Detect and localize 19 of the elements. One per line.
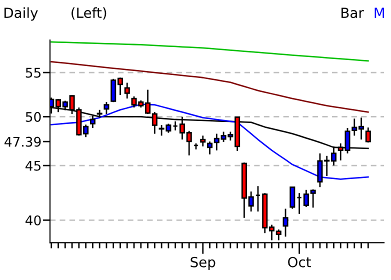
text: M — [374, 8, 384, 18]
candlestick — [290, 186, 296, 210]
candlestick — [200, 134, 206, 148]
line-series — [50, 41, 369, 62]
text: Bar — [342, 8, 364, 18]
x-tick-label: Sep — [190, 256, 216, 270]
y-tick-label: 50 — [26, 112, 41, 122]
x-tick-label: Oct — [288, 256, 311, 268]
candlestick — [124, 82, 130, 100]
candlestick — [90, 115, 96, 129]
y-tick-label: 40 — [26, 215, 41, 226]
text: Daily — [4, 7, 38, 21]
y-tick-label: 47.39 — [4, 136, 41, 147]
candlestick — [282, 208, 288, 238]
y-tick-label: 55 — [26, 68, 41, 78]
y-tick-label: 45 — [26, 160, 41, 171]
candlestick — [365, 126, 371, 144]
text: (Left) — [72, 7, 106, 20]
line-series — [50, 61, 369, 113]
